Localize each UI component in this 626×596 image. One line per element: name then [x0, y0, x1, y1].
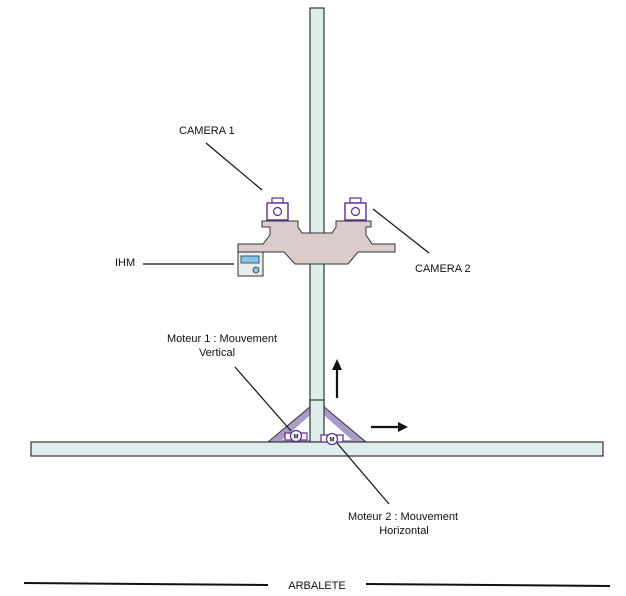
camera-2-icon [344, 197, 367, 221]
motor-1-icon: M [284, 429, 308, 443]
moteur-2-leader [336, 442, 390, 505]
moteur-1-label-line1: Moteur 1 : Mouvement [167, 333, 277, 345]
horizontal-rail [30, 441, 604, 457]
footer-title: ARBALETE [288, 580, 345, 592]
vertical-mast [309, 7, 325, 441]
camera-1-icon [266, 197, 289, 221]
camera-1-label: CAMERA 1 [179, 125, 235, 137]
ihm-panel-icon [237, 251, 264, 277]
camera-1-leader [205, 142, 263, 191]
moteur-1-label-line2: Vertical [199, 347, 235, 359]
ihm-label: IHM [115, 257, 135, 269]
moteur-1-leader [234, 366, 292, 432]
moteur-2-label-line1: Moteur 2 : Mouvement [348, 511, 458, 523]
motor-2-symbol: M [330, 438, 335, 444]
footer-rule-right [365, 583, 611, 587]
camera-2-label: CAMERA 2 [415, 263, 471, 275]
camera-2-leader [372, 208, 430, 254]
camera-carriage [237, 220, 396, 265]
footer-rule-left [23, 582, 269, 586]
motor-2-icon: M [320, 432, 344, 446]
arrow-up-icon [332, 359, 342, 398]
motor-1-symbol: M [294, 435, 299, 441]
moteur-2-label-line2: Horizontal [379, 525, 429, 537]
arrow-right-icon [371, 422, 408, 432]
